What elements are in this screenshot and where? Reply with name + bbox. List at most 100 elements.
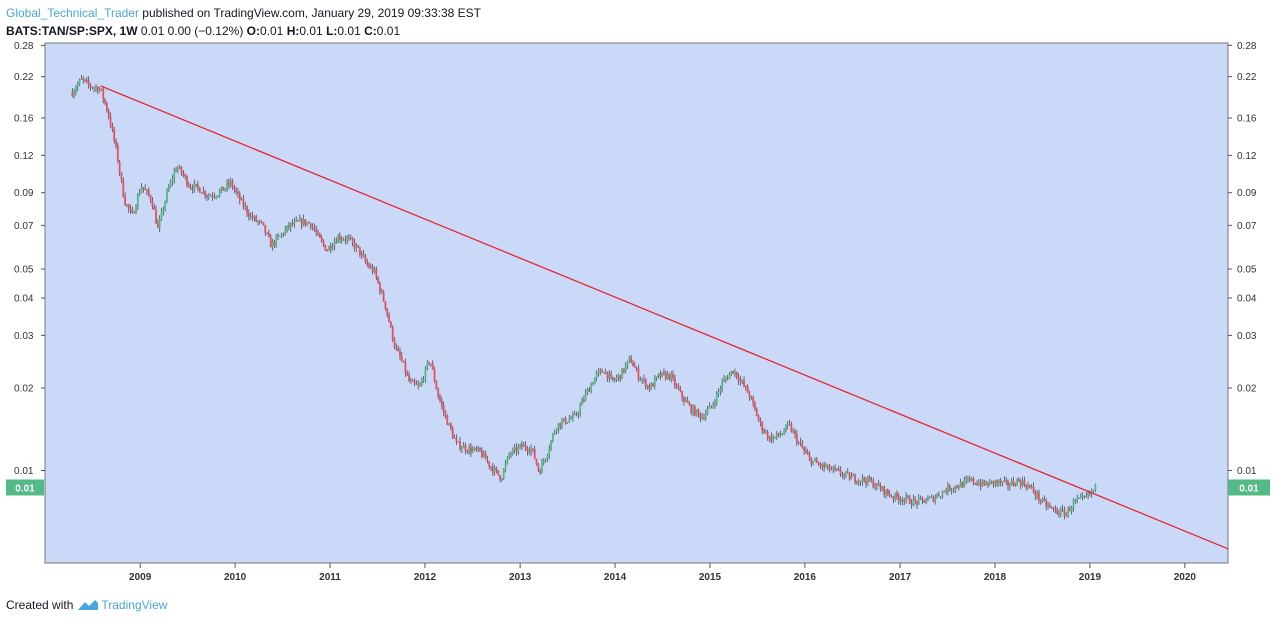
candle-body[interactable]	[1076, 498, 1079, 501]
candle-body[interactable]	[599, 370, 602, 372]
candle-body[interactable]	[437, 389, 440, 397]
candle-body[interactable]	[311, 226, 314, 228]
candle-body[interactable]	[1038, 492, 1040, 501]
candle-body[interactable]	[970, 478, 973, 481]
candle-body[interactable]	[198, 187, 201, 193]
candle-body[interactable]	[650, 383, 653, 390]
candle-body[interactable]	[604, 371, 607, 374]
candle-body[interactable]	[1027, 485, 1029, 488]
candle-body[interactable]	[586, 389, 589, 393]
candle-body[interactable]	[406, 372, 409, 375]
candle-body[interactable]	[568, 419, 571, 423]
candle-body[interactable]	[297, 220, 299, 222]
candle-body[interactable]	[615, 377, 618, 380]
candle-body[interactable]	[535, 459, 538, 465]
candle-body[interactable]	[504, 463, 507, 470]
candle-body[interactable]	[360, 253, 363, 255]
candle-body[interactable]	[288, 225, 290, 228]
candle-body[interactable]	[269, 236, 272, 248]
candle-body[interactable]	[87, 80, 90, 85]
candle-body[interactable]	[597, 371, 600, 374]
candle-body[interactable]	[1058, 513, 1060, 515]
candle-body[interactable]	[726, 378, 729, 380]
candle-body[interactable]	[999, 480, 1002, 484]
candle-body[interactable]	[255, 216, 258, 222]
candle-body[interactable]	[315, 229, 318, 233]
candle-body[interactable]	[399, 350, 401, 357]
candle-body[interactable]	[553, 431, 556, 435]
candle-body[interactable]	[819, 464, 822, 467]
candle-body[interactable]	[138, 192, 141, 196]
candle-body[interactable]	[772, 437, 775, 442]
candle-body[interactable]	[652, 383, 654, 387]
candle-body[interactable]	[579, 405, 582, 414]
candle-body[interactable]	[495, 467, 498, 471]
candle-body[interactable]	[1092, 489, 1095, 491]
candle-body[interactable]	[457, 441, 460, 443]
candle-body[interactable]	[260, 221, 263, 223]
candle-body[interactable]	[663, 372, 665, 374]
candle-body[interactable]	[126, 204, 128, 206]
candle-body[interactable]	[1072, 500, 1075, 508]
candle-body[interactable]	[408, 374, 410, 382]
candle-body[interactable]	[1007, 480, 1009, 487]
candle-body[interactable]	[486, 459, 489, 462]
candle-body[interactable]	[544, 458, 547, 461]
candle-body[interactable]	[888, 493, 891, 497]
candle-body[interactable]	[957, 487, 960, 489]
candle-body[interactable]	[379, 282, 381, 292]
candle-body[interactable]	[945, 491, 947, 493]
candle-body[interactable]	[268, 233, 270, 237]
candle-body[interactable]	[1083, 496, 1086, 498]
candle-body[interactable]	[246, 206, 248, 214]
candle-body[interactable]	[763, 430, 765, 433]
candle-body[interactable]	[794, 431, 796, 435]
candle-body[interactable]	[295, 220, 298, 222]
candle-body[interactable]	[641, 379, 643, 381]
candle-body[interactable]	[342, 239, 345, 241]
candle-body[interactable]	[1065, 513, 1068, 517]
candle-body[interactable]	[795, 434, 798, 444]
candle-body[interactable]	[380, 291, 383, 293]
candle-body[interactable]	[781, 433, 784, 436]
candle-body[interactable]	[1050, 506, 1053, 508]
candle-body[interactable]	[298, 218, 301, 222]
candle-body[interactable]	[515, 447, 518, 452]
candle-body[interactable]	[291, 222, 294, 225]
candle-body[interactable]	[420, 379, 423, 385]
candle-body[interactable]	[100, 88, 103, 90]
candle-body[interactable]	[71, 92, 74, 97]
candle-body[interactable]	[777, 432, 780, 436]
candle-body[interactable]	[333, 241, 336, 247]
candle-body[interactable]	[670, 374, 673, 379]
candle-body[interactable]	[666, 373, 669, 379]
candle-body[interactable]	[912, 498, 915, 505]
candle-body[interactable]	[814, 459, 816, 462]
candle-body[interactable]	[213, 196, 216, 198]
candle-body[interactable]	[275, 236, 278, 246]
candle-body[interactable]	[289, 222, 292, 228]
author-link[interactable]: Global_Technical_Trader	[6, 6, 139, 20]
candle-body[interactable]	[124, 196, 126, 206]
candle-body[interactable]	[511, 449, 514, 454]
candle-body[interactable]	[131, 210, 134, 213]
candle-body[interactable]	[193, 183, 196, 190]
candle-body[interactable]	[768, 436, 771, 439]
candle-body[interactable]	[271, 241, 274, 248]
candle-body[interactable]	[566, 422, 569, 424]
candle-body[interactable]	[531, 448, 534, 450]
candle-body[interactable]	[331, 246, 334, 250]
candle-body[interactable]	[524, 444, 527, 449]
candle-body[interactable]	[1056, 509, 1059, 514]
candle-body[interactable]	[688, 403, 691, 406]
candle-body[interactable]	[1063, 510, 1066, 517]
candle-body[interactable]	[1025, 485, 1028, 488]
candle-body[interactable]	[388, 314, 390, 323]
candle-body[interactable]	[584, 392, 587, 400]
candle-body[interactable]	[116, 145, 119, 162]
candle-body[interactable]	[415, 383, 418, 385]
candle-body[interactable]	[306, 222, 309, 225]
candle-body[interactable]	[111, 125, 114, 130]
candle-body[interactable]	[581, 399, 583, 406]
candle-body[interactable]	[357, 245, 360, 247]
